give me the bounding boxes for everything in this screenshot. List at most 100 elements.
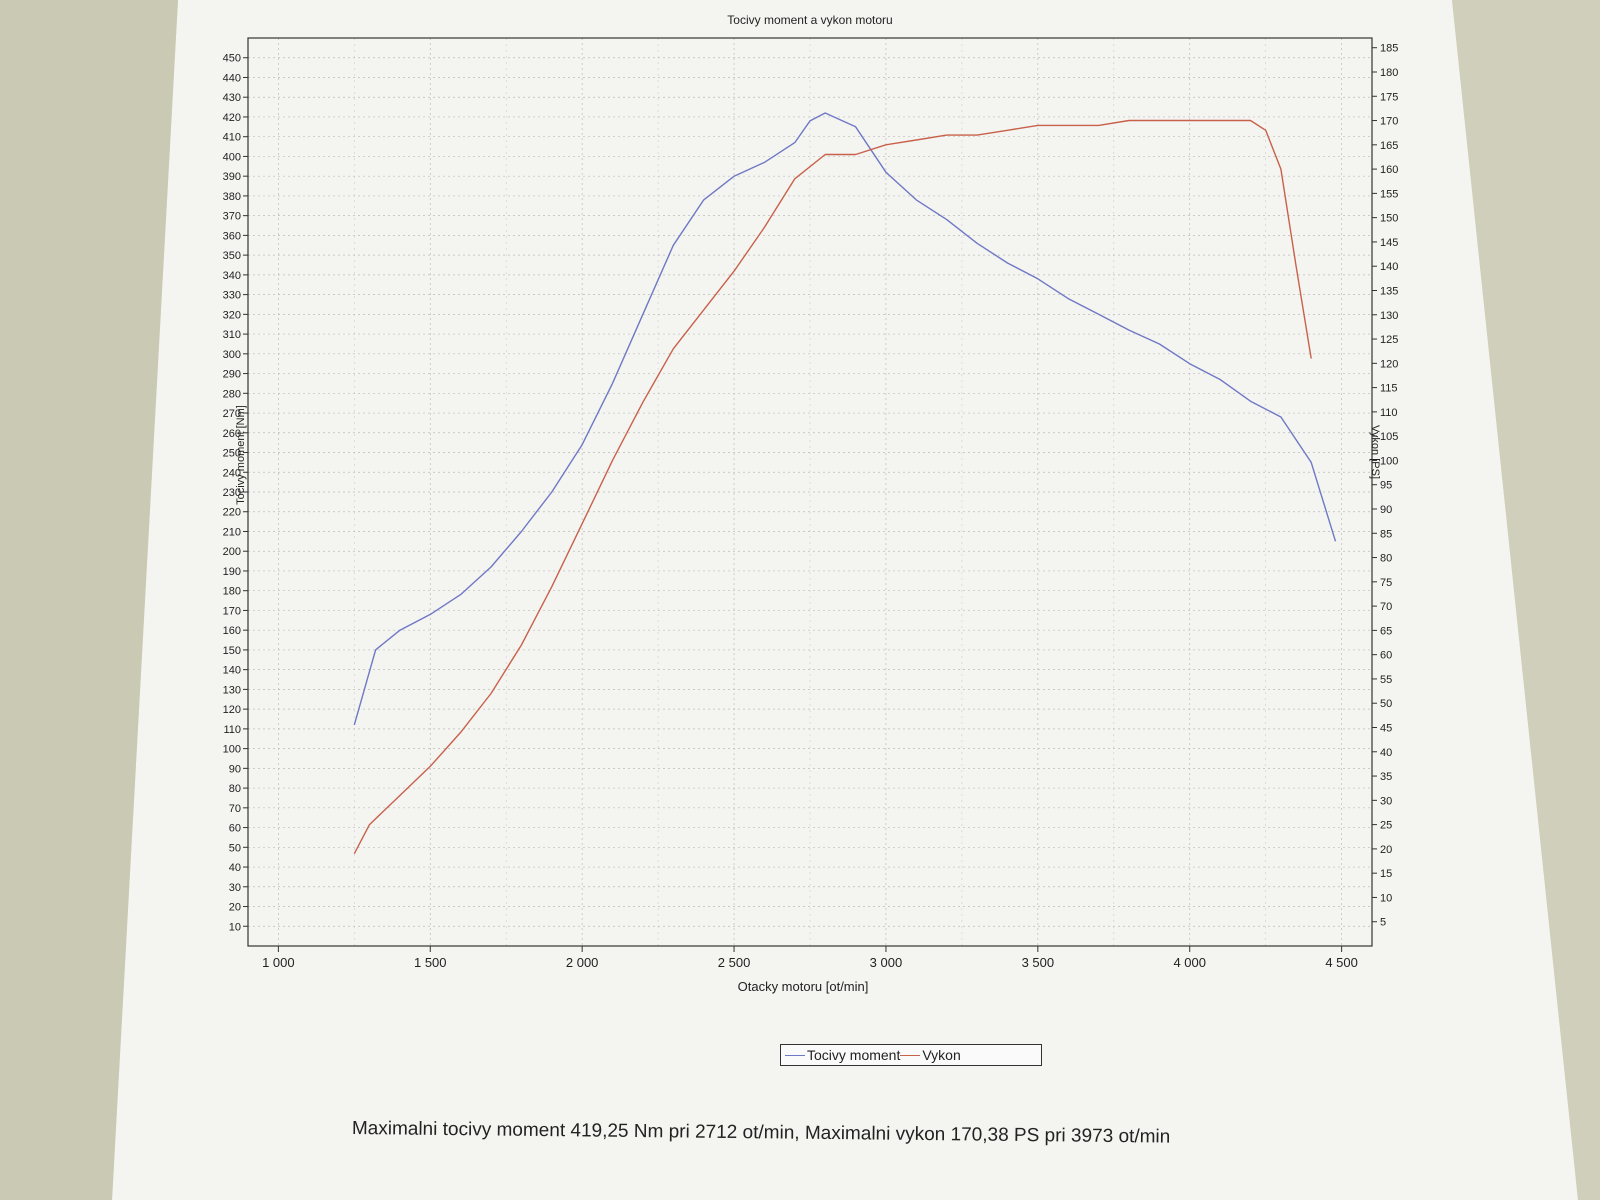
y-right-tick-label: 50 <box>1380 698 1392 710</box>
y-right-tick-label: 45 <box>1380 722 1392 734</box>
y-right-tick-label: 70 <box>1380 601 1392 613</box>
y-left-tick-label: 260 <box>223 428 241 440</box>
legend-item-power: Vykon <box>900 1047 961 1063</box>
y-left-tick-label: 200 <box>223 546 241 558</box>
y-right-tick-label: 125 <box>1380 334 1398 346</box>
x-tick-label: 1 000 <box>262 955 295 970</box>
chart-title: Tocivy moment a vykon motoru <box>727 13 892 27</box>
y-left-tick-label: 300 <box>223 349 241 361</box>
y-left-tick-label: 10 <box>229 921 241 933</box>
y-left-tick-label: 410 <box>223 132 241 144</box>
grid-lines <box>248 38 1372 946</box>
y-right-tick-label: 30 <box>1380 795 1392 807</box>
y-left-tick-label: 130 <box>223 684 241 696</box>
y-right-tick-label: 5 <box>1380 917 1386 929</box>
y-right-tick-label: 20 <box>1380 844 1392 856</box>
x-tick-label: 3 500 <box>1022 955 1055 970</box>
y-right-tick-label: 35 <box>1380 771 1392 783</box>
x-tick-label: 4 000 <box>1173 955 1206 970</box>
series-lines <box>353 112 1337 855</box>
y-right-tick-label: 130 <box>1380 310 1398 322</box>
y-left-tick-label: 50 <box>229 842 241 854</box>
y-right-tick-label: 150 <box>1380 213 1398 225</box>
y-left-tick-label: 430 <box>223 92 241 104</box>
y-left-tick-label: 100 <box>223 744 241 756</box>
y-left-tick-label: 150 <box>223 645 241 657</box>
y-left-tick-label: 220 <box>223 507 241 519</box>
y-left-tick-label: 190 <box>223 566 241 578</box>
y-left-tick-label: 20 <box>229 902 241 914</box>
y-left-tick-label: 290 <box>223 369 241 381</box>
y-left-tick-label: 270 <box>223 408 241 420</box>
y-left-tick-label: 30 <box>229 882 241 894</box>
legend-item-torque: Tocivy moment <box>785 1047 900 1063</box>
y-left-tick-label: 440 <box>223 72 241 84</box>
legend-swatch-power <box>900 1054 921 1056</box>
y-right-tick-label: 95 <box>1380 480 1392 492</box>
y-right-tick-label: 40 <box>1380 747 1392 759</box>
y-right-tick-label: 120 <box>1380 358 1398 370</box>
y-left-tick-label: 210 <box>223 526 241 538</box>
y-left-tick-label: 180 <box>223 586 241 598</box>
y-right-axis-label: Vykon [PS] <box>1369 425 1381 479</box>
y-left-tick-label: 420 <box>223 112 241 124</box>
y-right-tick-label: 90 <box>1380 504 1392 516</box>
legend-label-torque: Tocivy moment <box>807 1047 901 1063</box>
y-left-tick-label: 110 <box>223 724 241 736</box>
y-left-tick-label: 380 <box>223 191 241 203</box>
y-left-tick-label: 390 <box>223 171 241 183</box>
y-left-tick-label: 350 <box>223 250 241 262</box>
y-right-tick-label: 185 <box>1380 43 1398 55</box>
legend-label-power: Vykon <box>922 1047 961 1063</box>
y-left-tick-label: 80 <box>229 783 241 795</box>
y-right-tick-label: 180 <box>1380 67 1398 79</box>
y-right-tick-label: 105 <box>1380 431 1398 443</box>
y-left-tick-label: 370 <box>223 211 241 223</box>
y-right-tick-label: 15 <box>1380 868 1392 880</box>
y-left-tick-label: 230 <box>223 487 241 499</box>
y-right-tick-label: 60 <box>1380 650 1392 662</box>
y-right-tick-label: 100 <box>1380 455 1398 467</box>
y-right-tick-label: 160 <box>1380 164 1398 176</box>
legend-swatch-torque <box>785 1054 805 1056</box>
y-right-tick-label: 115 <box>1380 383 1398 395</box>
x-tick-label: 2 500 <box>718 955 751 970</box>
y-right-tick-label: 170 <box>1380 116 1398 128</box>
y-right-tick-label: 175 <box>1380 91 1398 103</box>
y-left-tick-label: 40 <box>229 862 241 874</box>
y-right-tick-label: 135 <box>1380 285 1398 297</box>
x-tick-label: 3 000 <box>870 955 903 970</box>
y-left-tick-label: 360 <box>223 230 241 242</box>
x-tick-label: 1 500 <box>414 955 447 970</box>
y-left-tick-label: 340 <box>223 270 241 282</box>
y-left-tick-label: 250 <box>223 448 241 460</box>
y-right-tick-label: 145 <box>1380 237 1398 249</box>
y-left-tick-label: 90 <box>229 763 241 775</box>
y-left-axis-ticks: 10 20 30 40 50 60 70 80 90 100 110 120 130 140 150 160 1… <box>223 53 248 933</box>
y-left-axis-label: Tocivy moment [Nm] <box>235 405 247 505</box>
x-tick-label: 4 500 <box>1325 955 1358 970</box>
y-left-tick-label: 140 <box>223 665 241 677</box>
y-right-tick-label: 80 <box>1380 553 1392 565</box>
y-right-tick-label: 10 <box>1380 892 1392 904</box>
y-left-tick-label: 280 <box>223 388 241 400</box>
y-right-tick-label: 165 <box>1380 140 1398 152</box>
y-right-tick-label: 25 <box>1380 820 1392 832</box>
y-right-tick-label: 155 <box>1380 188 1398 200</box>
y-left-tick-label: 320 <box>223 309 241 321</box>
y-right-tick-label: 85 <box>1380 528 1392 540</box>
y-left-tick-label: 310 <box>223 329 241 341</box>
y-left-tick-label: 400 <box>223 151 241 163</box>
x-axis-ticks: 1 000 1 500 2 000 2 500 3 000 3 500 4 000 4 500 <box>262 946 1358 970</box>
chart-legend: Tocivy moment Vykon <box>780 1044 1042 1066</box>
y-right-tick-label: 75 <box>1380 577 1392 589</box>
y-left-tick-label: 240 <box>223 467 241 479</box>
y-left-tick-label: 60 <box>229 823 241 835</box>
x-tick-label: 2 000 <box>566 955 599 970</box>
y-right-tick-label: 65 <box>1380 625 1392 637</box>
series-line-power <box>353 119 1312 855</box>
series-line-torque <box>353 112 1337 726</box>
